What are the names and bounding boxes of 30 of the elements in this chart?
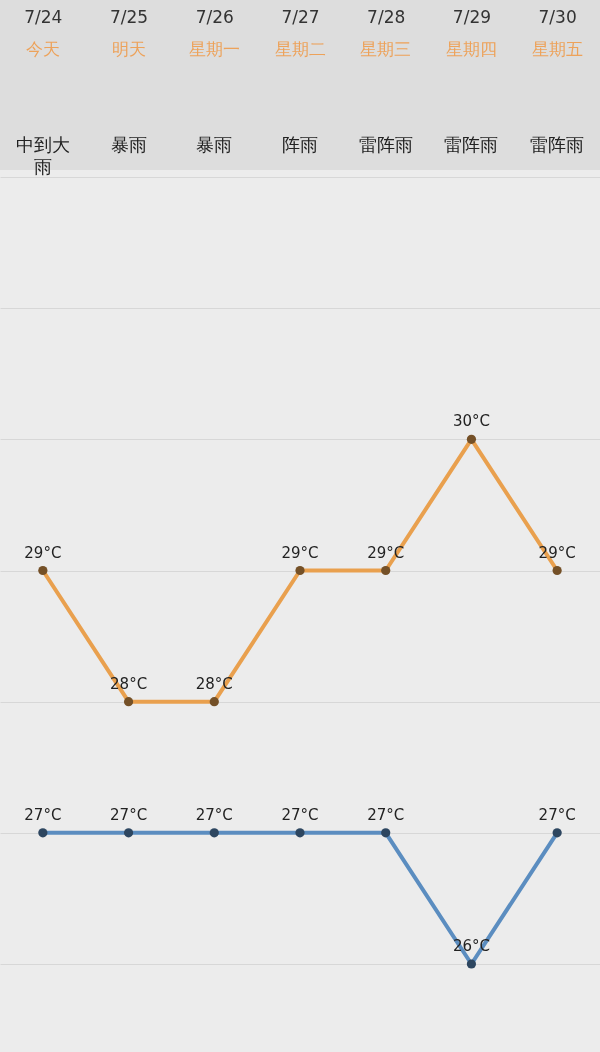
data-label: 30°C [452, 412, 490, 431]
x-tick-label: 7/28 [367, 6, 406, 27]
x-tick-label: 7/27 [281, 6, 320, 27]
text: 雷阵雨 [358, 134, 413, 155]
text: 星期二 [274, 39, 326, 59]
data-label: 27°C [538, 805, 576, 824]
text: 今天 [25, 39, 60, 59]
text: 雷阵雨 [444, 134, 499, 155]
text: 明天 [111, 39, 146, 59]
data-label: 29°C [281, 543, 319, 562]
text: 暴雨 [110, 134, 147, 155]
data-label: 29°C [24, 543, 62, 562]
text: 阵雨 [282, 134, 318, 155]
annotation: 中到大雨 [15, 134, 70, 177]
x-tick-label: 7/30 [538, 6, 577, 27]
data-label: 27°C [195, 805, 233, 824]
data-label: 27°C [367, 805, 405, 824]
text: 星期一 [188, 39, 240, 59]
x-tick-label: 7/29 [452, 6, 492, 27]
text: 星期三 [360, 39, 412, 59]
data-label: 27°C [24, 805, 62, 824]
data-label: 27°C [110, 805, 148, 824]
x-tick-label: 7/24 [24, 6, 63, 27]
text: 星期五 [531, 39, 583, 59]
data-label: 27°C [281, 805, 319, 824]
text: 星期四 [445, 39, 497, 59]
x-tick-label: 7/25 [109, 6, 149, 27]
text: 雷阵雨 [530, 134, 585, 155]
text: 暴雨 [196, 134, 233, 155]
x-tick-label: 7/26 [195, 6, 234, 27]
